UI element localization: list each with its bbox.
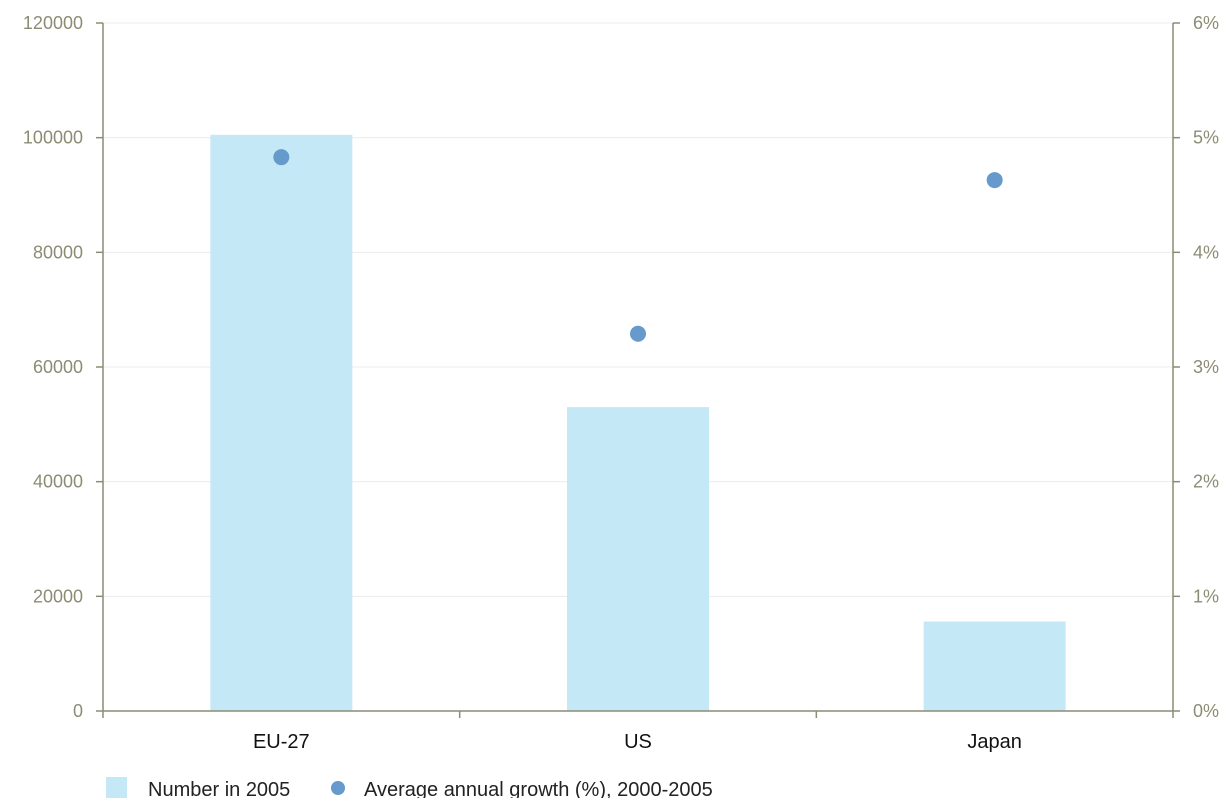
right-tick-label: 1% <box>1193 586 1219 606</box>
legend: Number in 2005 Average annual growth (%)… <box>106 777 713 798</box>
legend-dot-label: Average annual growth (%), 2000-2005 <box>364 779 713 798</box>
right-tick-label: 5% <box>1193 128 1219 148</box>
left-tick-label: 40000 <box>33 472 83 492</box>
left-tick-label: 100000 <box>23 128 83 148</box>
left-tick-label: 120000 <box>23 13 83 33</box>
category-label: US <box>624 731 652 753</box>
bar-us <box>567 407 709 711</box>
left-tick-label: 80000 <box>33 242 83 262</box>
point-japan <box>986 172 1003 189</box>
category-label: Japan <box>967 731 1022 753</box>
right-tick-label: 4% <box>1193 242 1219 262</box>
right-tick-label: 0% <box>1193 701 1219 721</box>
right-tick-label: 2% <box>1193 472 1219 492</box>
legend-bar-swatch <box>106 777 127 798</box>
bar-japan <box>923 621 1066 711</box>
right-axis-ticks: 0% 1% 2% 3% 4% 5% 6% <box>1193 13 1219 721</box>
point-us <box>630 325 646 342</box>
category-labels: EU-27 US Japan <box>253 731 1022 753</box>
right-tick-label: 3% <box>1193 357 1219 377</box>
scatter-series <box>273 149 1003 342</box>
right-tick-label: 6% <box>1193 13 1219 33</box>
left-axis-ticks: 0 20000 40000 60000 80000 100000 120000 <box>23 13 83 721</box>
left-tick-label: 20000 <box>33 586 83 606</box>
category-label: EU-27 <box>253 731 310 753</box>
bar-series <box>210 134 1066 712</box>
point-eu-27 <box>273 149 290 166</box>
bar-eu-27 <box>210 134 353 712</box>
legend-bar-label: Number in 2005 <box>148 779 290 798</box>
left-tick-label: 0 <box>73 701 83 721</box>
left-tick-label: 60000 <box>33 357 83 377</box>
legend-dot-swatch <box>331 781 345 795</box>
axes <box>96 22 1180 718</box>
